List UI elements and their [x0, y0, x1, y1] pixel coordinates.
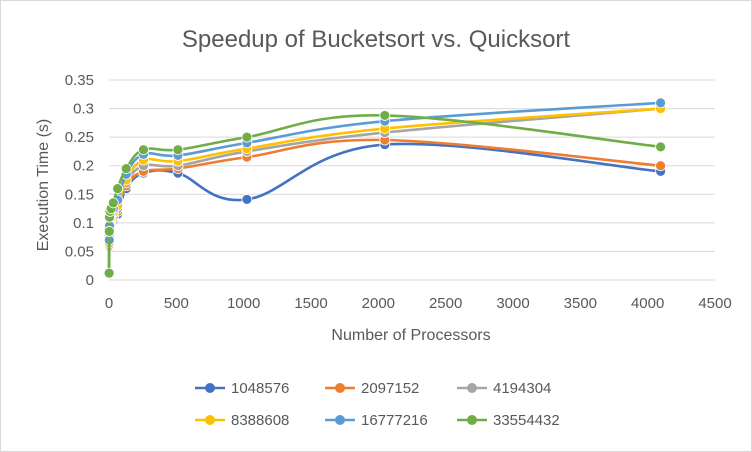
y-tick-label: 0.2	[73, 158, 94, 175]
y-tick-label: 0.05	[65, 243, 94, 260]
legend-item: 2097152	[325, 380, 419, 397]
x-tick-label: 4500	[698, 295, 731, 312]
y-axis-label: Execution Time (s)	[35, 119, 52, 251]
legend-label: 33554432	[493, 412, 560, 429]
legend-label: 8388608	[231, 412, 289, 429]
data-point	[379, 110, 391, 121]
legend-marker	[205, 415, 215, 425]
legend-item: 1048576	[195, 380, 289, 397]
x-tick-label: 1000	[227, 295, 260, 312]
legend-label: 4194304	[493, 380, 551, 397]
legend-item: 4194304	[457, 380, 551, 397]
data-point	[655, 160, 666, 172]
data-point	[103, 226, 115, 237]
y-tick-label: 0.1	[73, 215, 94, 232]
y-tick-label: 0	[86, 272, 94, 289]
x-tick-label: 1500	[294, 295, 327, 312]
series-layer	[103, 97, 666, 279]
data-point	[655, 141, 666, 153]
series-8388608	[103, 103, 666, 279]
x-tick-label: 3000	[496, 295, 529, 312]
legend-label: 16777216	[361, 412, 428, 429]
x-tick-label: 2000	[362, 295, 395, 312]
x-axis-label: Number of Processors	[331, 327, 490, 344]
grid-layer	[109, 79, 715, 281]
x-tick-label: 500	[164, 295, 189, 312]
data-point	[120, 163, 132, 174]
y-tick-label: 0.15	[65, 186, 94, 203]
x-tick-label: 0	[105, 295, 113, 312]
tick-labels: 0 0.05 0.1 0.15 0.2 0.25 0.3 0.35 0 500 1000 1500 20…	[65, 72, 732, 312]
legend-marker	[335, 383, 345, 393]
data-point	[172, 144, 184, 156]
legend-marker	[335, 415, 345, 425]
legend-item: 33554432	[457, 412, 560, 429]
y-tick-label: 0.35	[65, 72, 94, 89]
data-point	[655, 97, 666, 109]
legend-item: 8388608	[195, 412, 289, 429]
data-point	[112, 183, 124, 194]
legend-label: 1048576	[231, 380, 289, 397]
legend-marker	[467, 383, 477, 393]
legend-label: 2097152	[361, 380, 419, 397]
y-tick-label: 0.3	[73, 101, 94, 118]
y-tick-label: 0.25	[65, 129, 94, 146]
legend-item: 16777216	[325, 412, 428, 429]
legend-marker	[205, 383, 215, 393]
data-point	[107, 197, 119, 209]
x-tick-label: 3500	[564, 295, 597, 312]
data-point	[103, 267, 115, 279]
legend-marker	[467, 415, 477, 425]
x-tick-label: 2500	[429, 295, 462, 312]
chart-title: Speedup of Bucketsort vs. Quicksort	[182, 26, 571, 53]
data-point	[138, 144, 149, 156]
legend: 1048576 2097152 4194304 8388608 16777216 3355…	[195, 380, 560, 429]
data-point	[241, 194, 253, 205]
data-point	[241, 131, 253, 143]
series-33554432	[103, 110, 666, 279]
series-2097152	[103, 134, 666, 279]
x-tick-label: 4000	[631, 295, 664, 312]
